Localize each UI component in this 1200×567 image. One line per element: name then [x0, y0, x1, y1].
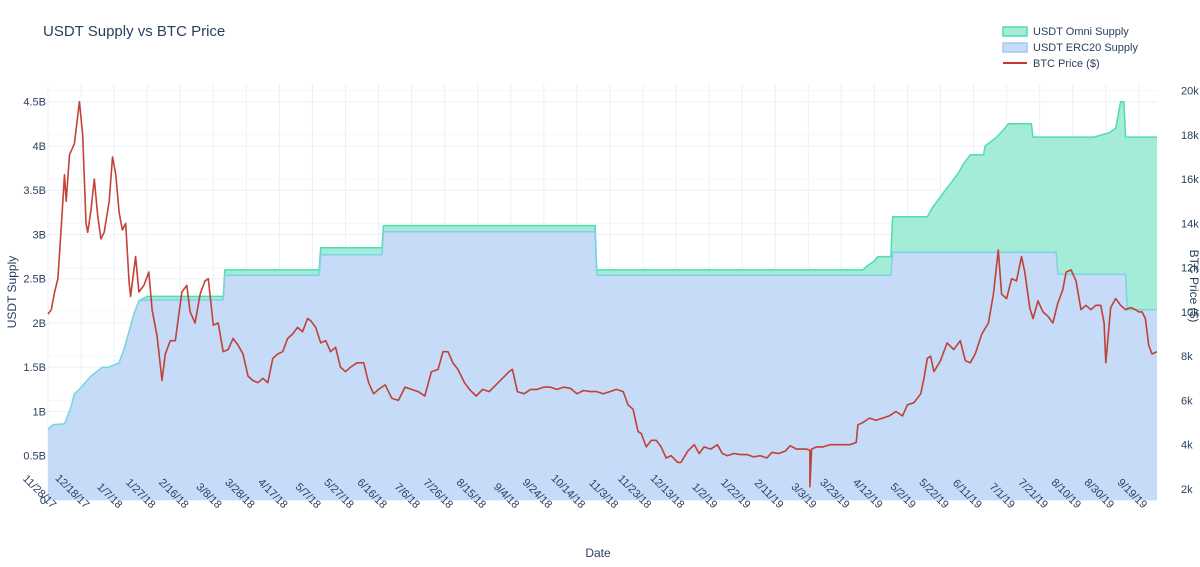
chart-title: USDT Supply vs BTC Price: [43, 23, 225, 40]
area-layer: [47, 100, 1157, 501]
y2-tick-label: 10k: [1181, 307, 1199, 319]
legend-label-omni: USDT Omni Supply: [1033, 26, 1129, 38]
area-line-1: [47, 231, 1157, 430]
legend-swatch-erc20: [1002, 42, 1028, 53]
y-tick-label: 2B: [33, 318, 46, 330]
y-tick-label: 3.5B: [23, 185, 46, 197]
legend: USDT Omni Supply USDT ERC20 Supply BTC P…: [1002, 26, 1138, 70]
y2-tick-label: 12k: [1181, 263, 1199, 275]
y-tick-label: 1.5B: [23, 362, 46, 374]
area-fill-1: [48, 231, 1157, 501]
y-tick-label: 1B: [33, 406, 46, 418]
y-tick-label: 2.5B: [23, 274, 46, 286]
y-tick-label: 0.5B: [23, 451, 46, 463]
y2-tick-label: 6k: [1181, 395, 1193, 407]
y2-axis-title: BTC Price ($): [1187, 250, 1200, 323]
y2-tick-label: 4k: [1181, 440, 1193, 452]
y-tick-label: 3B: [33, 229, 46, 241]
legend-label-btc: BTC Price ($): [1033, 58, 1100, 70]
y-axis-title: USDT Supply: [5, 256, 19, 328]
y-tick-label: 4B: [33, 141, 46, 153]
y2-tick-label: 18k: [1181, 130, 1199, 142]
legend-swatch-omni: [1002, 26, 1028, 37]
y-tick-label: 0: [40, 495, 46, 507]
legend-item-erc20[interactable]: USDT ERC20 Supply: [1002, 42, 1138, 54]
btc-price-line: [47, 100, 1158, 488]
y-tick-label: 4.5B: [23, 97, 46, 109]
y2-tick-label: 14k: [1181, 218, 1199, 230]
y2-tick-label: 2k: [1181, 484, 1193, 496]
y2-tick-label: 16k: [1181, 174, 1199, 186]
legend-item-omni[interactable]: USDT Omni Supply: [1002, 26, 1129, 38]
x-axis-title: Date: [585, 546, 611, 560]
y2-tick-label: 8k: [1181, 351, 1193, 363]
y2-tick-label: 20k: [1181, 86, 1199, 98]
legend-item-btc[interactable]: BTC Price ($): [1003, 58, 1100, 70]
legend-label-erc20: USDT ERC20 Supply: [1033, 42, 1138, 54]
line-layer: [47, 100, 1158, 488]
